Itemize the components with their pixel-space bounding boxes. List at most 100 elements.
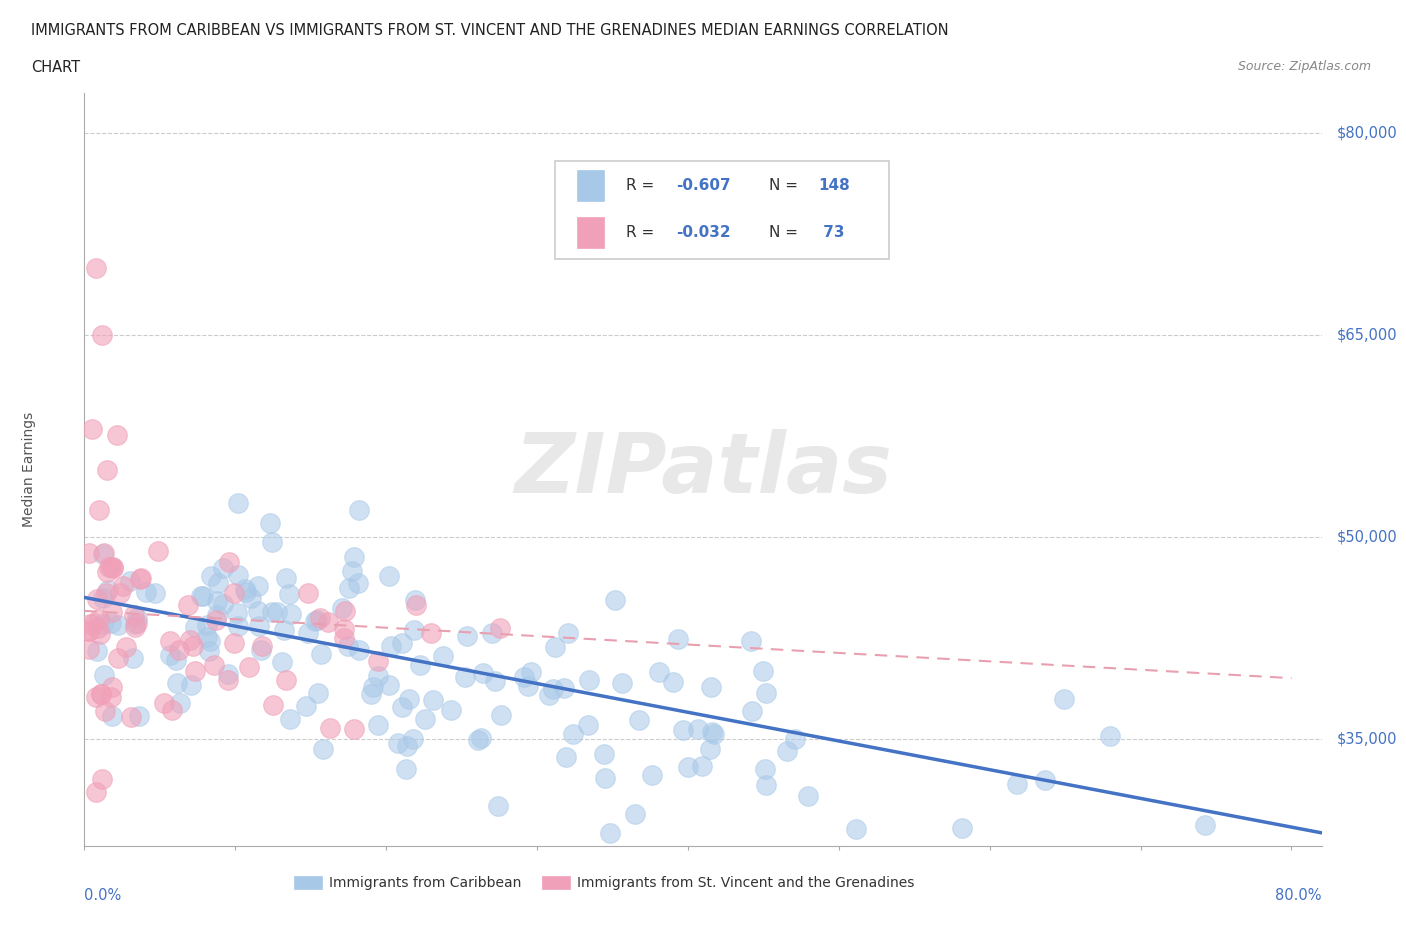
Point	[86, 260, 108, 275]
Point	[740, 633, 762, 648]
Point	[752, 664, 775, 679]
Point	[179, 632, 201, 647]
Point	[627, 712, 650, 727]
Point	[105, 428, 128, 443]
Point	[207, 576, 229, 591]
Text: 73: 73	[818, 225, 845, 240]
Point	[101, 709, 124, 724]
Point	[121, 710, 143, 724]
Point	[304, 614, 326, 629]
Point	[488, 620, 510, 635]
Point	[517, 678, 540, 693]
Point	[432, 648, 454, 663]
Point	[593, 771, 616, 786]
Point	[93, 546, 115, 561]
Point	[391, 699, 413, 714]
Point	[159, 633, 181, 648]
Point	[103, 561, 125, 576]
Text: IMMIGRANTS FROM CARIBBEAN VS IMMIGRANTS FROM ST. VINCENT AND THE GRENADINES MEDI: IMMIGRANTS FROM CARIBBEAN VS IMMIGRANTS …	[31, 23, 949, 38]
Point	[755, 686, 778, 701]
Point	[235, 581, 257, 596]
Point	[402, 622, 425, 637]
Point	[226, 618, 249, 633]
Point	[190, 589, 212, 604]
Point	[266, 604, 288, 619]
Point	[107, 650, 129, 665]
Point	[699, 680, 721, 695]
Point	[797, 789, 820, 804]
Point	[195, 618, 218, 632]
Point	[89, 502, 111, 517]
Point	[603, 592, 626, 607]
Point	[124, 620, 146, 635]
Point	[217, 672, 239, 687]
Point	[177, 597, 200, 612]
Point	[262, 535, 284, 550]
Point	[91, 327, 114, 342]
Point	[333, 604, 356, 618]
Point	[212, 597, 235, 612]
Point	[100, 689, 122, 704]
Point	[456, 629, 478, 644]
Point	[754, 761, 776, 776]
Text: 148: 148	[818, 179, 849, 193]
Point	[121, 650, 143, 665]
Text: -0.032: -0.032	[676, 225, 730, 240]
Point	[205, 613, 228, 628]
Point	[91, 772, 114, 787]
Point	[211, 560, 233, 575]
Point	[557, 625, 579, 640]
Point	[250, 639, 273, 654]
Point	[561, 726, 583, 741]
Point	[131, 571, 153, 586]
Point	[378, 678, 401, 693]
Point	[396, 738, 419, 753]
Text: ZIPatlas: ZIPatlas	[515, 429, 891, 511]
Text: 0.0%: 0.0%	[84, 888, 121, 903]
Point	[77, 546, 100, 561]
Point	[309, 646, 332, 661]
Point	[519, 665, 541, 680]
Point	[703, 727, 725, 742]
Point	[97, 560, 120, 575]
Text: 80.0%: 80.0%	[1275, 888, 1322, 903]
Point	[422, 693, 444, 708]
Point	[96, 565, 118, 579]
Point	[101, 680, 124, 695]
Point	[467, 733, 489, 748]
Point	[114, 640, 136, 655]
Point	[484, 673, 506, 688]
Point	[124, 617, 146, 631]
Point	[402, 731, 425, 746]
Point	[222, 586, 245, 601]
Point	[624, 806, 647, 821]
Point	[666, 631, 689, 646]
Point	[688, 721, 710, 736]
Point	[755, 777, 778, 792]
Point	[110, 586, 132, 601]
Point	[217, 667, 239, 682]
Point	[641, 768, 664, 783]
Text: R =: R =	[626, 225, 659, 240]
Point	[360, 686, 382, 701]
Point	[367, 669, 389, 684]
Point	[295, 698, 318, 713]
Point	[346, 576, 368, 591]
Point	[179, 677, 201, 692]
Point	[222, 635, 245, 650]
Point	[453, 670, 475, 684]
Point	[97, 582, 120, 597]
Point	[676, 759, 699, 774]
Text: -0.607: -0.607	[676, 179, 730, 193]
Point	[148, 544, 170, 559]
Point	[125, 616, 148, 631]
Point	[87, 620, 110, 635]
Point	[228, 496, 250, 511]
Point	[198, 644, 221, 658]
Point	[593, 747, 616, 762]
Point	[541, 682, 564, 697]
Point	[128, 709, 150, 724]
Point	[612, 675, 634, 690]
Point	[86, 591, 108, 606]
Point	[107, 618, 129, 632]
